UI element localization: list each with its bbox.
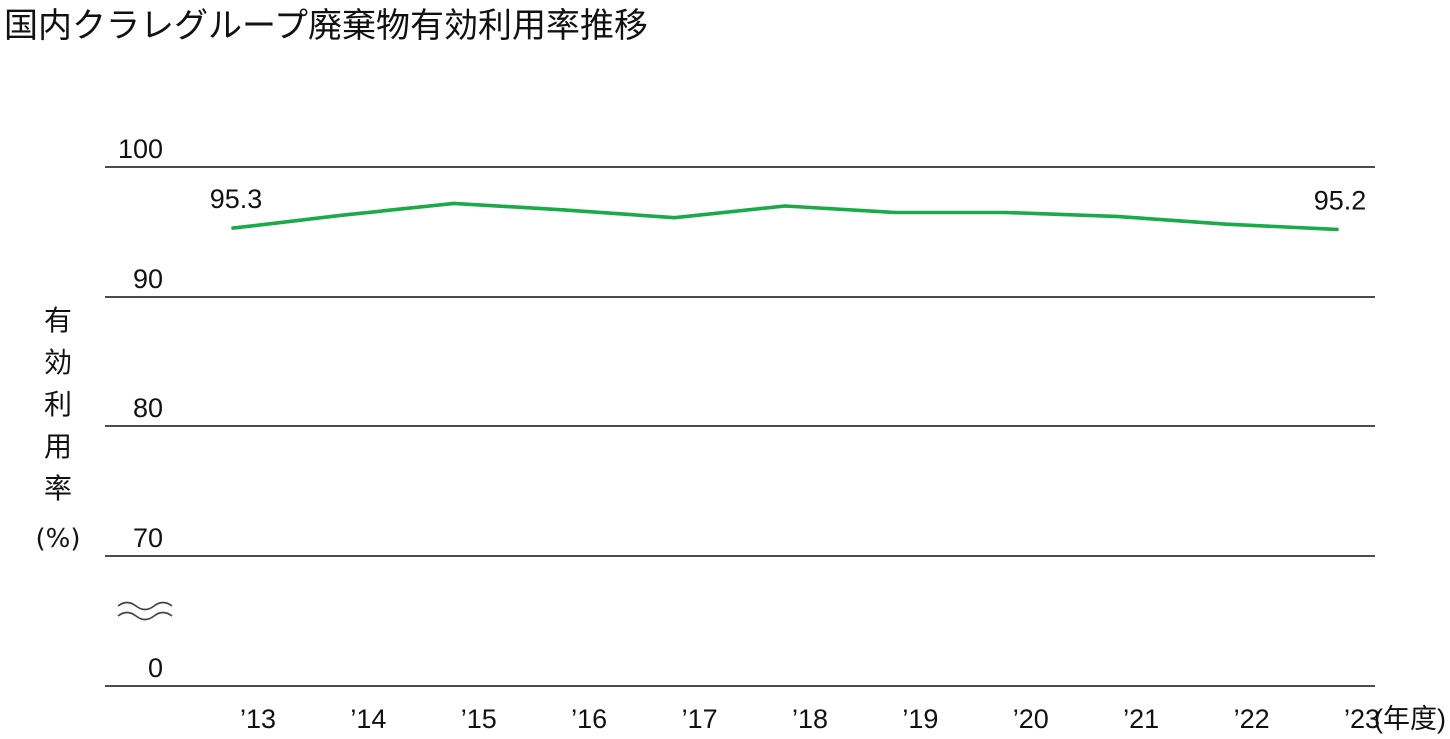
y-tick-label: 100 <box>118 134 163 164</box>
y-tick-label: 90 <box>133 264 163 294</box>
data-label: 95.2 <box>1314 185 1367 215</box>
x-tick-label: ’17 <box>682 704 718 734</box>
y-axis-label-char: 利 <box>43 388 72 421</box>
data-labels: 95.3 95.2 <box>210 184 1367 215</box>
data-point <box>341 213 345 217</box>
y-axis-label-char: 用 <box>43 430 72 463</box>
data-point <box>231 226 235 230</box>
data-point <box>1004 210 1008 215</box>
data-point <box>893 210 898 215</box>
axis-break-icon <box>117 601 173 621</box>
y-tick-labels: 0 70 80 90 100 <box>118 134 163 683</box>
y-tick-label: 0 <box>148 653 163 683</box>
data-point <box>783 204 787 208</box>
x-axis-unit: (年度) <box>1374 704 1446 734</box>
gridlines <box>105 166 1375 687</box>
x-tick-label: ’16 <box>571 704 607 734</box>
x-tick-label: ’15 <box>461 704 497 734</box>
data-point <box>562 208 566 212</box>
x-tick-label: ’21 <box>1123 704 1159 734</box>
y-axis-label: 有 効 利 用 率 (%) <box>34 300 82 560</box>
series-group <box>231 201 1339 232</box>
y-axis-label-char: 効 <box>43 346 72 379</box>
data-label: 95.3 <box>210 184 263 214</box>
x-tick-label: ’20 <box>1013 704 1049 734</box>
x-tick-label: ’14 <box>350 704 386 734</box>
x-tick-labels: ’13 ’14 ’15 ’16 ’17 ’18 ’19 ’20 ’21 ’22 ’23 <box>240 704 1380 734</box>
x-tick-label: ’22 <box>1234 704 1270 734</box>
x-tick-label: ’23 <box>1344 704 1380 734</box>
data-point <box>1225 222 1229 226</box>
data-point <box>452 201 456 205</box>
x-tick-label: ’18 <box>792 704 828 734</box>
data-point <box>673 216 677 220</box>
y-tick-label: 70 <box>133 523 163 553</box>
y-axis-unit: (%) <box>35 524 81 554</box>
data-point <box>1335 227 1339 231</box>
x-tick-label: ’13 <box>240 704 276 734</box>
y-tick-label: 80 <box>133 393 163 423</box>
y-axis-label-char: 率 <box>43 472 72 505</box>
y-axis-label-char: 有 <box>43 304 72 337</box>
data-point <box>1114 214 1118 218</box>
x-tick-label: ’19 <box>902 704 938 734</box>
chart-title: 国内クラレグループ廃棄物有効利用率推移 <box>4 6 648 46</box>
